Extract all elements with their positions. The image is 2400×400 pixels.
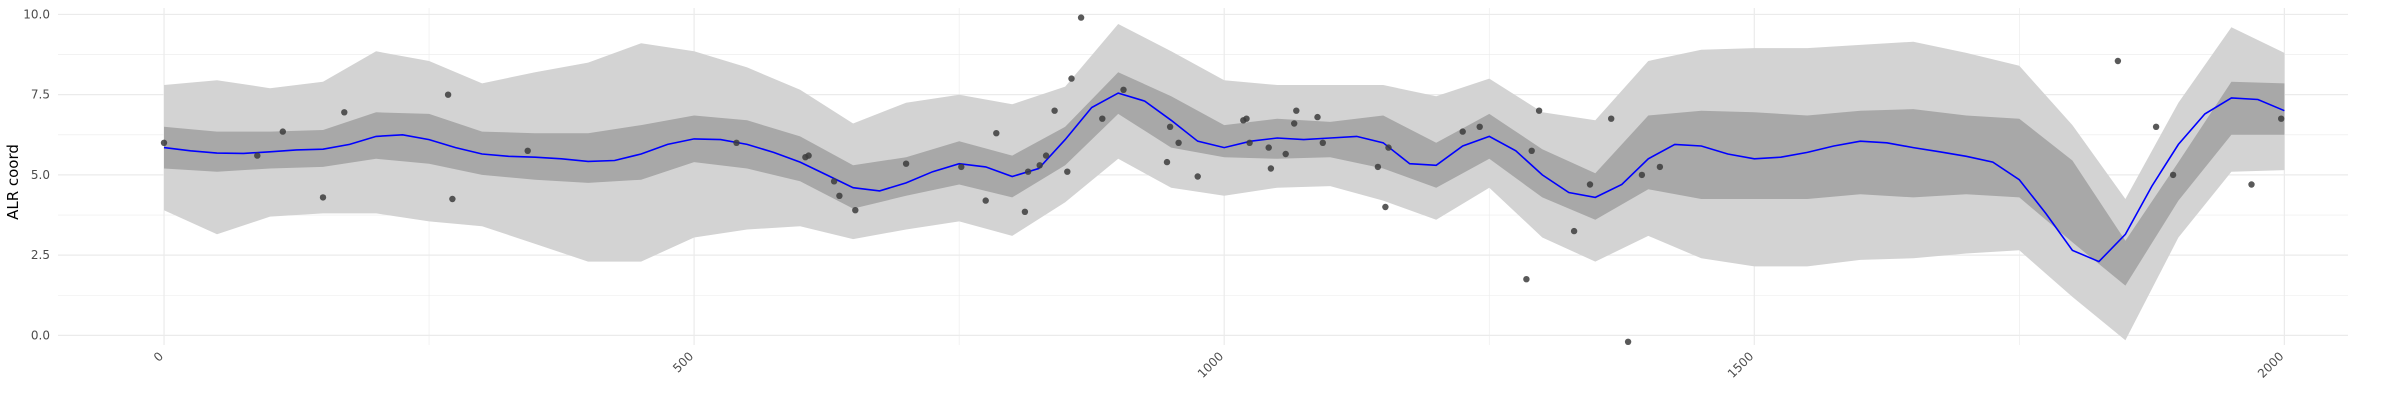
y-axis-title: ALR coord [4, 144, 22, 220]
data-point [958, 163, 965, 171]
data-point [836, 192, 843, 199]
data-point [1528, 147, 1535, 154]
data-point [1624, 338, 1632, 345]
data-point [1051, 107, 1058, 114]
data-point [1638, 171, 1646, 179]
data-point [902, 160, 910, 167]
x-tick-label: 1000 [1195, 349, 1226, 380]
data-point [1570, 227, 1578, 235]
data-point [1036, 162, 1043, 169]
data-point [1476, 123, 1483, 130]
x-tick-label: 500 [670, 349, 696, 375]
y-axis-ticks: 0.0 2.5 5.0 7.5 10.0 [23, 7, 50, 342]
data-point [2248, 181, 2255, 188]
y-tick-label: 7.5 [31, 88, 50, 102]
data-point [1099, 115, 1106, 122]
data-point [1166, 123, 1174, 130]
data-point [1120, 86, 1127, 94]
data-point [1656, 163, 1664, 171]
y-tick-label: 10.0 [23, 7, 50, 21]
data-point [1021, 208, 1029, 215]
data-point [1163, 158, 1171, 166]
data-point [982, 197, 989, 204]
data-point [1267, 165, 1275, 172]
data-point [444, 91, 452, 98]
inner-band-area [164, 72, 2285, 286]
data-point [1608, 115, 1615, 122]
data-point [1265, 144, 1272, 151]
data-point [254, 152, 261, 159]
data-point [1314, 113, 1321, 121]
data-point [805, 152, 812, 159]
data-point [1319, 139, 1327, 146]
data-point [1194, 173, 1201, 180]
data-point [733, 139, 740, 146]
data-point [2114, 57, 2122, 65]
data-point [1535, 107, 1543, 114]
mean-line-path [163, 92, 2285, 263]
data-point [1382, 203, 1389, 211]
data-point [2152, 123, 2160, 130]
data-point [1243, 115, 1250, 122]
data-point [1064, 168, 1071, 175]
data-point [1459, 128, 1466, 135]
data-point [1385, 144, 1392, 151]
mean-line [163, 92, 2285, 263]
data-point [1293, 107, 1300, 114]
x-tick-label: 2000 [2255, 349, 2286, 380]
data-point [1068, 75, 1075, 82]
data-point [1042, 152, 1050, 159]
data-point [1246, 139, 1253, 146]
data-point [1374, 163, 1382, 171]
data-point [1523, 276, 1530, 283]
x-tick-label: 0 [151, 349, 166, 364]
data-point [2169, 171, 2177, 179]
data-point [830, 178, 838, 185]
data-point [1282, 150, 1289, 158]
y-tick-label: 0.0 [31, 328, 50, 342]
data-point [341, 109, 348, 116]
data-point [319, 194, 327, 201]
outer-band-area [164, 24, 2285, 341]
observation-points [160, 14, 2285, 345]
data-point [1077, 14, 1085, 21]
data-point [993, 130, 1000, 137]
data-point [1175, 139, 1182, 146]
data-point [1291, 120, 1298, 127]
outer-credible-band [164, 24, 2285, 341]
x-tick-label: 1500 [1725, 349, 1756, 380]
y-tick-label: 2.5 [31, 248, 50, 262]
data-point [160, 139, 168, 146]
data-point [449, 195, 456, 203]
data-point [524, 147, 531, 154]
data-point [279, 128, 286, 135]
inner-credible-band [164, 72, 2285, 286]
data-point [2278, 115, 2285, 122]
x-axis-ticks: 0 500 1000 1500 2000 [151, 349, 2287, 380]
data-point [852, 207, 859, 214]
data-point [1024, 168, 1032, 175]
data-point [1586, 181, 1594, 188]
y-tick-label: 5.0 [31, 168, 50, 182]
